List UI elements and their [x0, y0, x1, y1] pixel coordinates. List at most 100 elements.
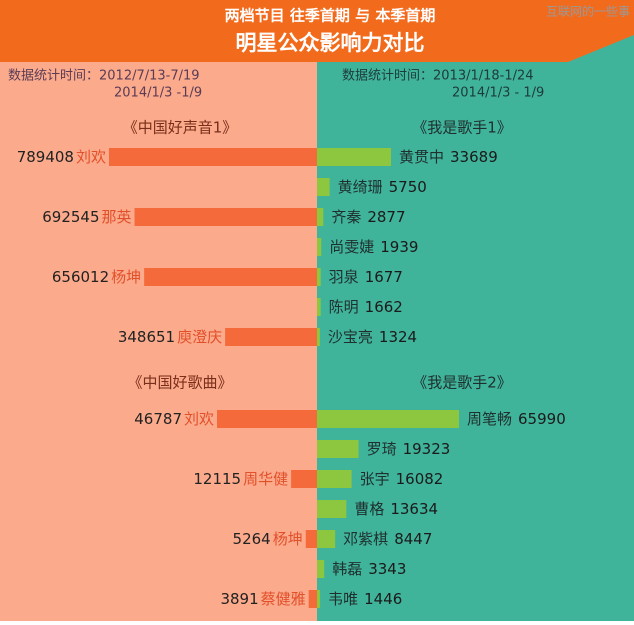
- bar-label: 陈明 1662: [329, 298, 403, 316]
- bar-label: 韩磊 3343: [332, 560, 406, 578]
- category-label: 蔡健雅: [261, 590, 306, 608]
- bar: [317, 148, 391, 166]
- bar-label: 张宇 16082: [360, 470, 444, 488]
- category-label: 刘欢: [184, 410, 214, 428]
- bar: [109, 148, 317, 166]
- bar: [317, 590, 321, 608]
- bar: [144, 268, 317, 286]
- bar-label: 邓紫棋 8447: [343, 530, 432, 548]
- category-label: 韩磊: [332, 560, 362, 578]
- watermark: 互联网的一些事: [546, 4, 630, 19]
- bar: [308, 590, 317, 608]
- bar-label: 羽泉 1677: [329, 268, 403, 286]
- bar: [317, 410, 459, 428]
- header-band: [0, 0, 634, 62]
- value-label: 46787: [134, 410, 182, 428]
- value-label: 5264: [233, 530, 271, 548]
- left-bg: [0, 0, 317, 621]
- bar-label: 罗琦 19323: [367, 440, 451, 458]
- bar-label: 黄贯中 33689: [399, 148, 498, 166]
- bar: [317, 440, 359, 458]
- panel-title: 《我是歌手2》: [412, 374, 512, 392]
- value-label: 33689: [450, 148, 498, 166]
- value-label: 348651: [118, 328, 175, 346]
- bar-label: 46787 刘欢: [134, 410, 214, 428]
- subtitle: 明星公众影响力对比: [236, 31, 425, 55]
- category-label: 羽泉: [329, 268, 359, 286]
- category-label: 杨坤: [273, 530, 303, 548]
- bar-label: 曹格 13634: [354, 500, 438, 518]
- category-label: 曹格: [354, 500, 384, 518]
- value-label: 3343: [368, 560, 406, 578]
- category-label: 齐秦: [331, 208, 361, 226]
- right-bg: [317, 0, 634, 621]
- bar: [317, 500, 347, 518]
- period: 数据统计时间：2013/1/18-1/24: [342, 69, 534, 84]
- period: 数据统计时间：2012/7/13-7/19: [8, 69, 200, 84]
- category-label: 邓紫棋: [343, 530, 388, 548]
- category-label: 周笔畅: [467, 410, 512, 428]
- category-label: 罗琦: [367, 440, 397, 458]
- bar: [317, 208, 324, 226]
- bar-label: 沙宝亮 1324: [328, 328, 417, 346]
- category-label: 韦唯: [328, 590, 358, 608]
- bar: [317, 328, 320, 346]
- category-label: 沙宝亮: [328, 328, 373, 346]
- category-label: 陈明: [329, 298, 359, 316]
- value-label: 1677: [365, 268, 403, 286]
- value-label: 8447: [394, 530, 432, 548]
- value-label: 5750: [389, 178, 427, 196]
- period: 2014/1/3 -1/9: [114, 86, 202, 101]
- value-label: 2877: [367, 208, 405, 226]
- value-label: 656012: [52, 268, 109, 286]
- panel-title: 《中国好声音1》: [123, 119, 238, 137]
- value-label: 65990: [518, 410, 566, 428]
- bar-label: 3891 蔡健雅: [220, 590, 305, 608]
- value-label: 16082: [396, 470, 444, 488]
- bar: [134, 208, 317, 226]
- value-label: 692545: [42, 208, 99, 226]
- category-label: 黄绮珊: [338, 178, 383, 196]
- category-label: 庾澄庆: [177, 328, 222, 346]
- bar: [317, 470, 352, 488]
- bar: [317, 560, 325, 578]
- category-label: 杨坤: [111, 268, 141, 286]
- panel-title: 《我是歌手1》: [412, 119, 512, 137]
- bar: [225, 328, 317, 346]
- period: 2014/1/3 - 1/9: [452, 86, 544, 101]
- bar: [217, 410, 317, 428]
- bar: [317, 178, 330, 196]
- bar-label: 12115 周华健: [193, 470, 288, 488]
- panel-title: 《中国好歌曲》: [127, 374, 232, 392]
- category-label: 张宇: [360, 470, 390, 488]
- value-label: 1939: [380, 238, 418, 256]
- category-label: 周华健: [243, 470, 288, 488]
- bar-label: 周笔畅 65990: [467, 410, 566, 428]
- category-label: 那英: [102, 208, 132, 226]
- bar: [317, 530, 336, 548]
- bar: [317, 238, 322, 256]
- value-label: 1324: [379, 328, 417, 346]
- bar: [291, 470, 317, 488]
- bar-label: 齐秦 2877: [331, 208, 405, 226]
- bar: [317, 268, 321, 286]
- bar-label: 789408 刘欢: [17, 148, 106, 166]
- title: 两档节目 往季首期 与 本季首期: [225, 7, 436, 25]
- category-label: 尚雯婕: [329, 238, 374, 256]
- bar-label: 5264 杨坤: [233, 530, 303, 548]
- bar-label: 692545 那英: [42, 208, 131, 226]
- category-label: 黄贯中: [399, 148, 444, 166]
- bar-label: 黄绮珊 5750: [338, 178, 427, 196]
- value-label: 3891: [220, 590, 258, 608]
- bar-label: 348651 庾澄庆: [118, 328, 222, 346]
- value-label: 1446: [364, 590, 402, 608]
- bar: [305, 530, 317, 548]
- value-label: 789408: [17, 148, 74, 166]
- bar-label: 韦唯 1446: [328, 590, 402, 608]
- value-label: 13634: [390, 500, 438, 518]
- value-label: 12115: [193, 470, 241, 488]
- value-label: 19323: [403, 440, 451, 458]
- bar-label: 656012 杨坤: [52, 268, 141, 286]
- value-label: 1662: [365, 298, 403, 316]
